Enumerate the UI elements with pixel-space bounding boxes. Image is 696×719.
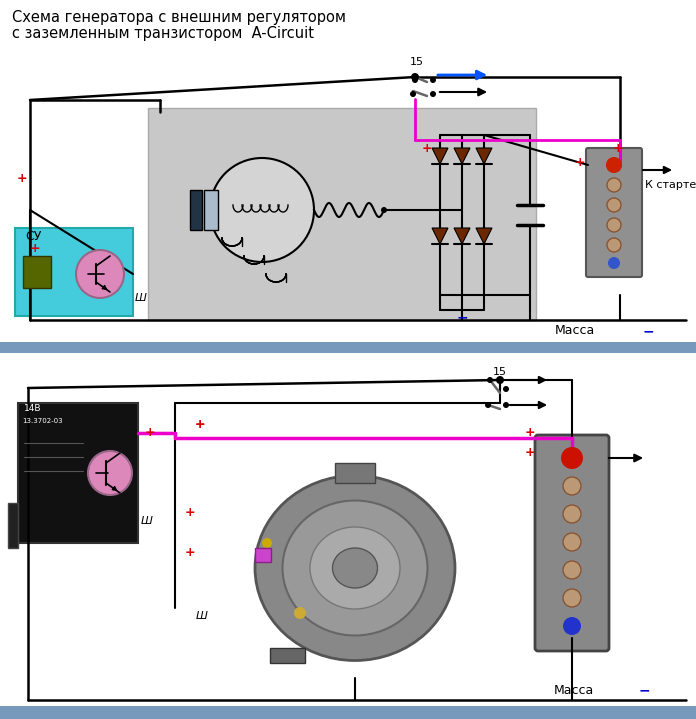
Text: 15: 15 bbox=[493, 367, 507, 377]
Text: К стартеру: К стартеру bbox=[645, 180, 696, 190]
Circle shape bbox=[563, 505, 581, 523]
Text: +: + bbox=[422, 142, 432, 155]
Bar bbox=[204, 190, 218, 230]
Circle shape bbox=[88, 451, 132, 495]
Text: 13.3702-03: 13.3702-03 bbox=[22, 418, 63, 424]
Bar bbox=[23, 256, 51, 288]
Circle shape bbox=[430, 91, 436, 97]
FancyBboxPatch shape bbox=[586, 148, 642, 277]
Text: +: + bbox=[195, 418, 205, 431]
Circle shape bbox=[563, 617, 581, 635]
Polygon shape bbox=[432, 148, 448, 164]
Bar bbox=[18, 403, 138, 543]
Bar bbox=[190, 190, 202, 230]
Circle shape bbox=[607, 238, 621, 252]
Text: +: + bbox=[525, 426, 535, 439]
Bar bbox=[8, 503, 18, 548]
Circle shape bbox=[410, 91, 416, 97]
Bar bbox=[0, 342, 696, 353]
Text: Масса: Масса bbox=[554, 684, 594, 697]
Text: СУ: СУ bbox=[25, 230, 41, 243]
Circle shape bbox=[503, 386, 509, 392]
Circle shape bbox=[294, 607, 306, 619]
Circle shape bbox=[412, 77, 418, 83]
Circle shape bbox=[563, 589, 581, 607]
Ellipse shape bbox=[255, 475, 455, 661]
Circle shape bbox=[496, 376, 504, 384]
Bar bbox=[15, 228, 133, 316]
Text: Ш: Ш bbox=[135, 293, 147, 303]
Text: +: + bbox=[195, 418, 205, 431]
Text: −: − bbox=[456, 310, 468, 324]
Circle shape bbox=[381, 207, 387, 213]
Circle shape bbox=[485, 402, 491, 408]
Circle shape bbox=[430, 77, 436, 83]
Polygon shape bbox=[432, 228, 448, 244]
Circle shape bbox=[561, 447, 583, 469]
Circle shape bbox=[487, 377, 493, 383]
Circle shape bbox=[411, 73, 419, 81]
Text: Ш: Ш bbox=[196, 611, 208, 621]
Bar bbox=[0, 706, 696, 719]
Circle shape bbox=[607, 178, 621, 192]
Text: −: − bbox=[642, 324, 654, 338]
Bar bbox=[255, 548, 271, 562]
Circle shape bbox=[563, 477, 581, 495]
Text: −: − bbox=[638, 683, 650, 697]
Circle shape bbox=[607, 198, 621, 212]
Polygon shape bbox=[476, 148, 492, 164]
Text: +: + bbox=[17, 172, 27, 185]
Text: +: + bbox=[145, 426, 155, 439]
Ellipse shape bbox=[310, 527, 400, 609]
Circle shape bbox=[607, 218, 621, 232]
Text: Масса: Масса bbox=[555, 324, 595, 337]
Polygon shape bbox=[454, 228, 470, 244]
Circle shape bbox=[608, 257, 620, 269]
Circle shape bbox=[76, 250, 124, 298]
Circle shape bbox=[563, 449, 581, 467]
Circle shape bbox=[606, 157, 622, 173]
Text: 14В: 14В bbox=[24, 404, 42, 413]
Text: Ш: Ш bbox=[141, 516, 153, 526]
Bar bbox=[270, 648, 305, 663]
Circle shape bbox=[607, 158, 621, 172]
Bar bbox=[335, 463, 375, 483]
Ellipse shape bbox=[283, 500, 427, 636]
Circle shape bbox=[262, 538, 272, 548]
Text: +: + bbox=[184, 506, 196, 520]
Circle shape bbox=[563, 561, 581, 579]
Text: +: + bbox=[612, 142, 624, 155]
Circle shape bbox=[210, 158, 314, 262]
Text: 15: 15 bbox=[410, 57, 424, 67]
Circle shape bbox=[503, 402, 509, 408]
Ellipse shape bbox=[333, 548, 377, 588]
Text: +: + bbox=[30, 242, 40, 255]
Text: +: + bbox=[575, 155, 585, 168]
Text: Схема генератора с внешним регулятором: Схема генератора с внешним регулятором bbox=[12, 10, 346, 25]
Text: +: + bbox=[525, 446, 535, 459]
Text: +: + bbox=[184, 546, 196, 559]
FancyBboxPatch shape bbox=[535, 435, 609, 651]
Bar bbox=[148, 108, 536, 320]
Circle shape bbox=[563, 533, 581, 551]
Polygon shape bbox=[454, 148, 470, 164]
Polygon shape bbox=[476, 228, 492, 244]
Text: с заземленным транзистором  A-Circuit: с заземленным транзистором A-Circuit bbox=[12, 26, 314, 41]
